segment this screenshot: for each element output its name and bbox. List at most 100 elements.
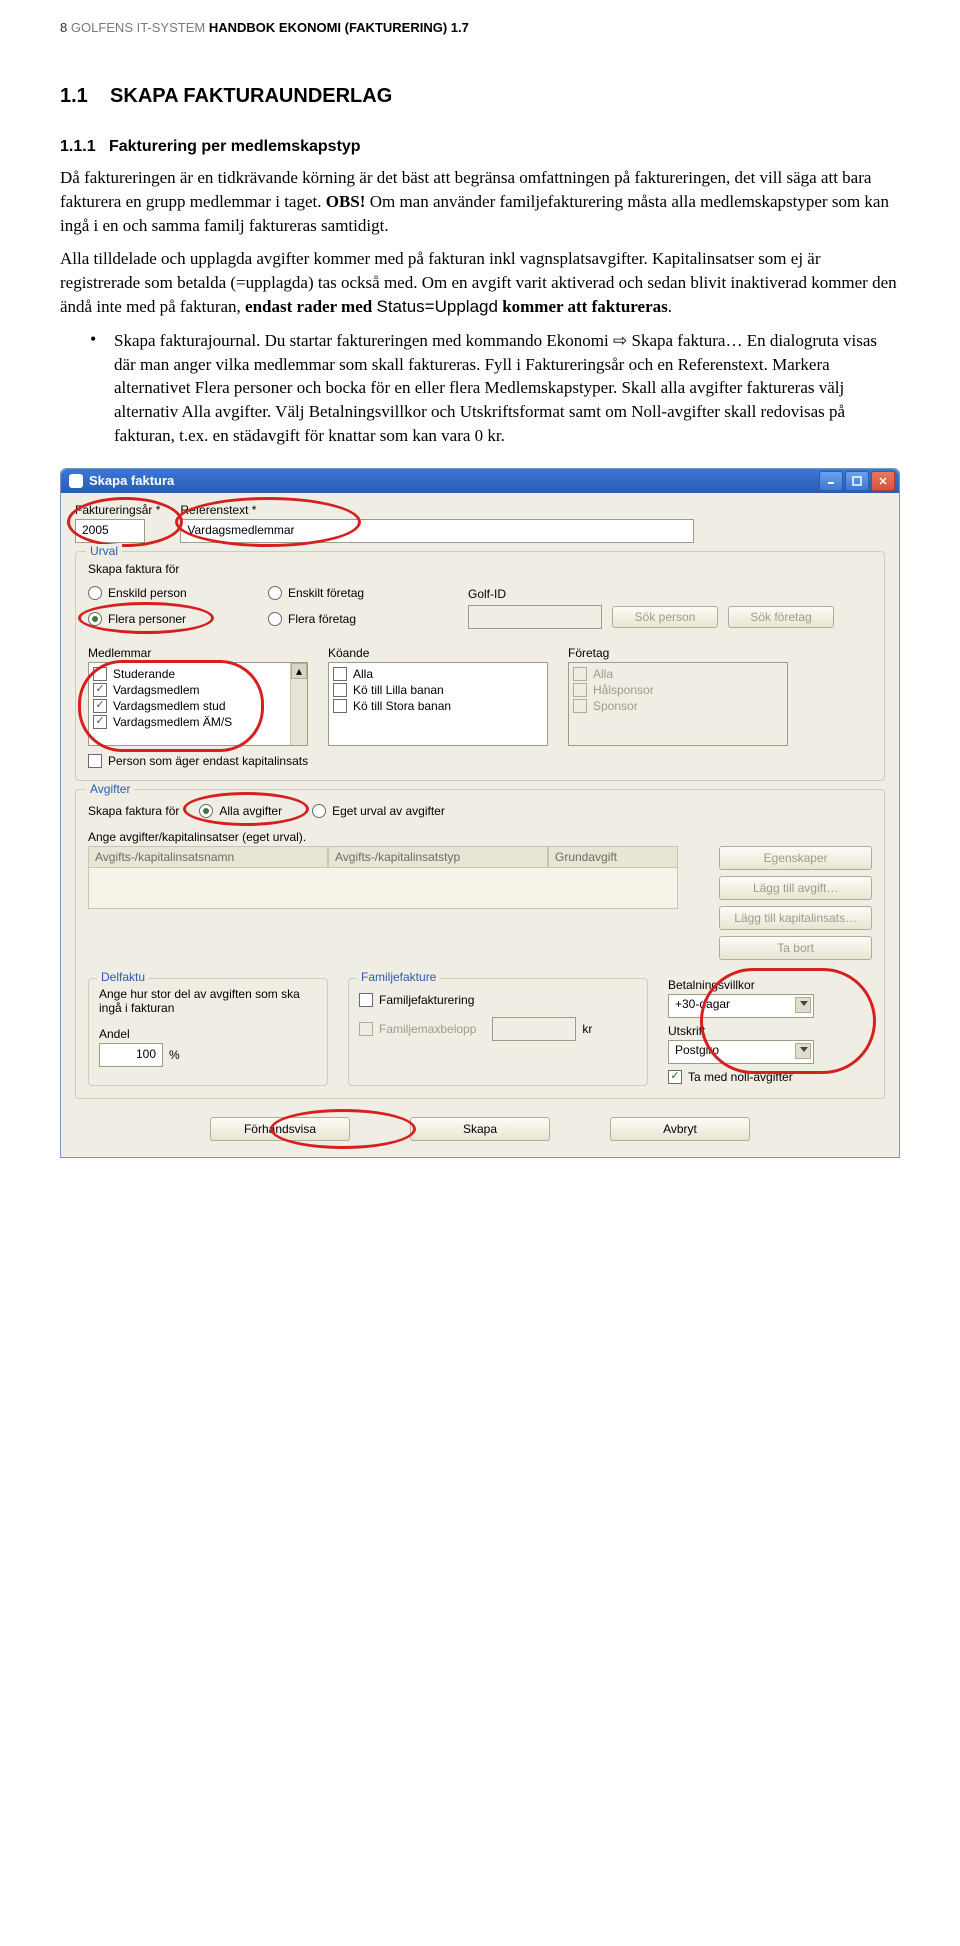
bullet-skapa-fakturajournal: • Skapa fakturajournal. Du startar faktu… [90,329,900,448]
list-item[interactable]: Vardagsmedlem [93,683,289,697]
table-header: Avgifts-/kapitalinsatstyp [328,846,548,868]
list-item[interactable]: Vardagsmedlem ÄM/S [93,715,289,729]
list-item[interactable]: Alla [333,667,529,681]
familje-checkbox[interactable]: Familjefakturering [359,993,637,1007]
list-item[interactable]: Kö till Lilla banan [333,683,529,697]
bullet-dot: • [90,329,114,448]
list-item: Alla [573,667,769,681]
breadcrumb: GOLFENS IT-SYSTEM [71,20,205,35]
urval-label: Skapa faktura för [88,562,872,576]
andel-label: Andel [99,1027,180,1041]
chevron-down-icon [800,1001,808,1006]
window-title: Skapa faktura [89,473,174,488]
medlemmar-listbox[interactable]: Studerande Vardagsmedlem Vardagsmedlem s… [88,662,308,746]
nollavgifter-checkbox[interactable]: Ta med noll-avgifter [668,1070,872,1084]
medlemmar-label: Medlemmar [88,646,308,660]
obs-label: OBS! [326,192,366,211]
checkbox-icon [88,754,102,768]
koande-label: Köande [328,646,548,660]
avgifter-groupbox: Avgifter Skapa faktura för Alla avgifter… [75,789,885,1099]
subsection-heading: 1.1.1 Fakturering per medlemskapstyp [60,138,900,156]
checkbox-icon [333,667,347,681]
checkbox-icon [573,667,587,681]
utskrift-select[interactable]: Postgiro [668,1040,814,1064]
urval-legend: Urval [86,544,122,558]
table-body-empty [88,868,678,909]
minimize-button[interactable] [819,471,843,491]
checkbox-icon [668,1070,682,1084]
checkbox-icon [573,683,587,697]
year-label: Faktureringsår * [75,503,160,517]
radio-single-person[interactable]: Enskild person [88,586,248,600]
familjefakturering-panel: Familjefakture Familjefakturering Familj… [348,978,648,1086]
list-item[interactable]: Kö till Stora banan [333,699,529,713]
golfid-input[interactable] [468,605,602,629]
avgifter-legend: Avgifter [86,782,134,796]
familje-legend: Familjefakture [357,970,440,984]
radio-alla-avgifter[interactable]: Alla avgifter [199,804,282,818]
sok-foretag-button[interactable]: Sök företag [728,606,834,628]
foretag-label: Företag [568,646,788,660]
koande-listbox[interactable]: Alla Kö till Lilla banan Kö till Stora b… [328,662,548,746]
maximize-button[interactable] [845,471,869,491]
radio-icon [268,586,282,600]
scrollbar[interactable]: ▴ [290,663,307,745]
radio-eget-urval[interactable]: Eget urval av avgifter [312,804,445,818]
radio-single-company[interactable]: Enskilt företag [268,586,448,600]
andel-unit: % [169,1048,180,1062]
sok-person-button[interactable]: Sök person [612,606,718,628]
lagg-till-kapital-button[interactable]: Lägg till kapitalinsats… [719,906,872,930]
skapa-faktura-window: Skapa faktura Faktureringsår * 2005 [60,468,900,1158]
ta-bort-button[interactable]: Ta bort [719,936,872,960]
avgift-table: Avgifts-/kapitalinsatsnamn Avgifts-/kapi… [88,846,705,909]
lagg-till-avgift-button[interactable]: Lägg till avgift… [719,876,872,900]
checkbox-icon [93,683,107,697]
list-item[interactable]: Vardagsmedlem stud [93,699,289,713]
section-heading: 1.1 SKAPA FAKTURAUNDERLAG [60,85,900,108]
andel-input[interactable]: 100 [99,1043,163,1067]
scroll-up-icon[interactable]: ▴ [291,663,307,679]
betalvillkor-label: Betalningsvillkor [668,978,872,992]
radio-multi-person[interactable]: Flera personer [88,612,248,626]
reference-input[interactable]: Vardagsmedlemmar [180,519,694,543]
ange-label: Ange avgifter/kapitalinsatser (eget urva… [88,830,872,844]
radio-icon [88,586,102,600]
page-header: 8 GOLFENS IT-SYSTEM HANDBOK EKONOMI (FAK… [60,20,900,35]
skapa-button[interactable]: Skapa [410,1117,550,1141]
list-item[interactable]: Studerande [93,667,289,681]
app-icon [69,474,83,488]
radio-icon [268,612,282,626]
checkbox-icon [93,699,107,713]
paragraph-1: Då faktureringen är en tidkrävande körni… [60,166,900,237]
list-item: Hålsponsor [573,683,769,697]
radio-icon [312,804,326,818]
checkbox-icon [333,683,347,697]
familjemax-input[interactable] [492,1017,576,1041]
delfaktura-legend: Delfaktu [97,970,149,984]
betalvillkor-select[interactable]: +30-dagar [668,994,814,1018]
urval-groupbox: Urval Skapa faktura för Enskild person E… [75,551,885,781]
forhandsvisa-button[interactable]: Förhandsvisa [210,1117,350,1141]
delfaktura-panel: Delfaktu Ange hur stor del av avgiften s… [88,978,328,1086]
checkbox-icon [93,715,107,729]
checkbox-icon [93,667,107,681]
year-input[interactable]: 2005 [75,519,145,543]
section-title: SKAPA FAKTURAUNDERLAG [110,85,392,107]
right-form: Betalningsvillkor +30-dagar Utskrift Pos… [668,978,872,1086]
list-item: Sponsor [573,699,769,713]
radio-multi-company[interactable]: Flera företag [268,612,448,626]
checkbox-icon [359,993,373,1007]
delfaktura-text: Ange hur stor del av avgiften som ska in… [99,987,317,1015]
bullet-lead: Skapa fakturajournal [114,331,256,350]
chevron-down-icon [800,1047,808,1052]
close-button[interactable] [871,471,895,491]
window-titlebar[interactable]: Skapa faktura [61,469,899,493]
avbryt-button[interactable]: Avbryt [610,1117,750,1141]
egenskaper-button[interactable]: Egenskaper [719,846,872,870]
kapitalinsats-checkbox[interactable]: Person som äger endast kapitalinsats [88,754,872,768]
radio-icon [199,804,213,818]
foretag-listbox: Alla Hålsponsor Sponsor [568,662,788,746]
paragraph-2: Alla tilldelade och upplagda avgifter ko… [60,247,900,318]
doc-title: HANDBOK EKONOMI (FAKTURERING) 1.7 [209,20,469,35]
subsection-number: 1.1.1 [60,138,96,155]
